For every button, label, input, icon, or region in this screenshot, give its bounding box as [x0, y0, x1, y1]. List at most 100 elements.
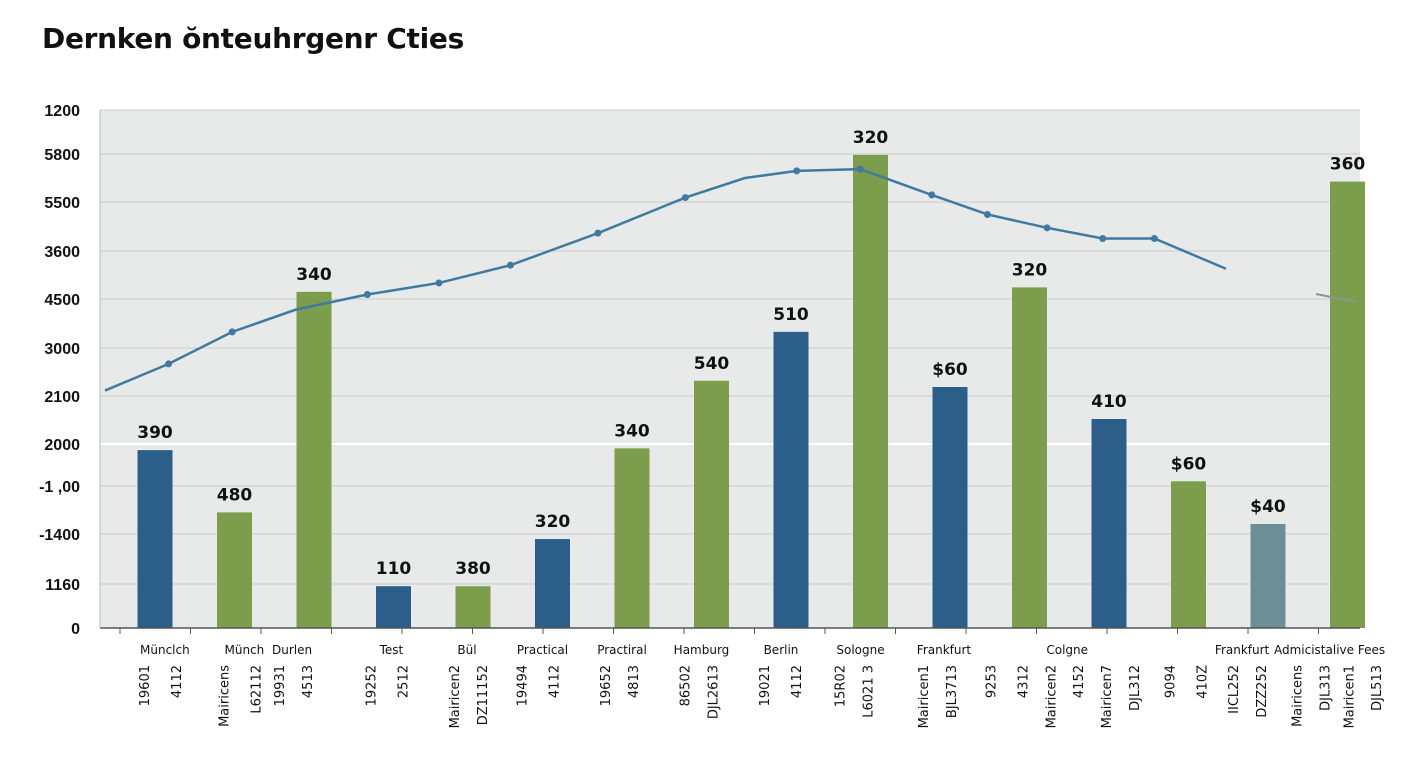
- x-sub-label: 4152: [1072, 665, 1087, 698]
- x-sub-label: 19494: [516, 665, 531, 706]
- y-tick-label: 1160: [45, 577, 80, 594]
- x-sub-label: DJL313: [1319, 665, 1334, 711]
- x-sub-label: 4513: [301, 665, 316, 698]
- x-sub-label: IICL252: [1227, 665, 1242, 714]
- bar-value-label: 380: [455, 559, 491, 579]
- trend-point: [1150, 234, 1158, 242]
- x-category-label: Bül: [457, 643, 476, 657]
- y-tick-label: -1400: [39, 527, 80, 544]
- trend-line-path: [104, 167, 1227, 392]
- bar-value-label: 320: [1012, 260, 1048, 280]
- bar-value-label: 320: [853, 128, 889, 148]
- bar: [376, 586, 411, 628]
- x-category-label: Frankfurt: [917, 643, 972, 657]
- bar-value-label: 510: [773, 305, 809, 325]
- bar-value-label: 340: [614, 421, 650, 441]
- x-sub-label: L62112: [249, 665, 264, 714]
- bar-value-label: 390: [137, 423, 173, 443]
- bar-value-label: 480: [217, 485, 253, 505]
- bar: [1250, 523, 1286, 628]
- y-tick-label: 5800: [44, 147, 80, 164]
- y-tick-label: -1 ,00: [39, 479, 80, 496]
- trend-point: [681, 194, 689, 202]
- x-sub-label: DJL513: [1370, 665, 1385, 711]
- x-sub-label: Mairicen2: [1044, 665, 1059, 728]
- trend-point: [1043, 224, 1051, 232]
- x-category-label: Admicistalive Fees: [1274, 643, 1385, 657]
- trend-point: [793, 167, 801, 175]
- x-sub-label: Mairicen1: [1342, 665, 1357, 728]
- x-sub-label: 4112: [547, 665, 562, 698]
- x-sub-label: DZ11152: [476, 665, 491, 725]
- x-category-label: Münclch: [140, 643, 190, 657]
- trend-point: [363, 291, 371, 299]
- x-sub-label: Mairicens: [217, 665, 232, 727]
- bar-value-label: $40: [1250, 497, 1286, 517]
- bar: [694, 380, 729, 628]
- bar-value-label: 340: [296, 265, 332, 285]
- x-sub-label: 410Z: [1195, 665, 1210, 699]
- bar-value-label: 540: [694, 354, 730, 374]
- trend-point: [856, 165, 864, 173]
- x-sub-label: 4112: [790, 665, 805, 698]
- x-sub-label: Mairicen7: [1100, 665, 1115, 728]
- x-category-label: Hamburg: [674, 643, 730, 657]
- y-tick-label: 5500: [44, 195, 80, 212]
- x-sub-label: 4112: [170, 665, 185, 698]
- trend-point: [594, 229, 602, 237]
- bar: [296, 291, 332, 628]
- x-sub-label: 86502: [679, 665, 694, 706]
- x-sub-label: 15R02: [834, 665, 849, 707]
- x-sub-label: DZZ252: [1255, 665, 1270, 718]
- x-sub-label: DJL312: [1128, 665, 1143, 711]
- x-sub-label: DJL2613: [706, 665, 721, 719]
- x-axis: Münclch Münch Durlen Test Bül Practical Practi…: [99, 110, 1385, 728]
- bar: [932, 387, 968, 628]
- x-category-label: Practiral: [597, 643, 647, 657]
- trend-line: [104, 165, 1357, 392]
- trend-point: [506, 261, 514, 269]
- chart-title: Dernken ŏnteuhrgenr Cties: [42, 22, 464, 55]
- trend-point: [435, 279, 443, 287]
- x-category-label: Sologne: [836, 643, 884, 657]
- y-tick-label: 1200: [44, 103, 80, 120]
- bar: [1330, 181, 1365, 629]
- x-sub-label: 2512: [396, 665, 411, 698]
- y-tick-label: 4500: [44, 292, 80, 309]
- trend-point: [983, 210, 991, 218]
- trend-line-tail: [1315, 293, 1357, 303]
- y-tick-label: 3000: [44, 341, 80, 358]
- bar: [1012, 287, 1047, 628]
- bar-value-label: 410: [1091, 392, 1127, 412]
- bar-value-label: 360: [1330, 155, 1366, 175]
- bar-value-label: $60: [1171, 454, 1207, 474]
- x-category-label: Test: [379, 643, 404, 657]
- bar: [853, 154, 888, 628]
- bar: [1171, 481, 1206, 628]
- bar: [1091, 419, 1127, 628]
- trend-point: [928, 191, 936, 199]
- data-labels: 390 480 340 110 380 320 340 540 510 320 $60 320 410 $…: [137, 128, 1366, 579]
- x-category-label: Colgne: [1046, 643, 1088, 657]
- bar: [137, 450, 173, 628]
- x-sub-label: 19601: [138, 665, 153, 706]
- x-sub-label: BJL3713: [945, 665, 960, 718]
- x-sub-label: Mairicen2: [448, 665, 463, 728]
- x-category-label: Durlen: [272, 643, 312, 657]
- y-tick-label: 2100: [44, 389, 80, 406]
- trend-point: [1099, 234, 1107, 242]
- x-sub-label: 4813: [627, 665, 642, 698]
- x-sub-label: L6021 3: [861, 665, 876, 718]
- x-sub-label: Mairicen1: [917, 665, 932, 728]
- x-sub-label: 9253: [985, 665, 1000, 698]
- x-sub-label: 19931: [273, 665, 288, 706]
- x-sub-label: 9094: [1164, 665, 1179, 698]
- x-category-label: Frankfurt: [1215, 643, 1270, 657]
- bar: [217, 512, 252, 628]
- trend-point: [228, 328, 236, 336]
- y-tick-label: 3600: [44, 244, 80, 261]
- x-category-label: Münch: [224, 643, 264, 657]
- bar: [455, 586, 491, 628]
- x-category-label: Berlin: [764, 643, 799, 657]
